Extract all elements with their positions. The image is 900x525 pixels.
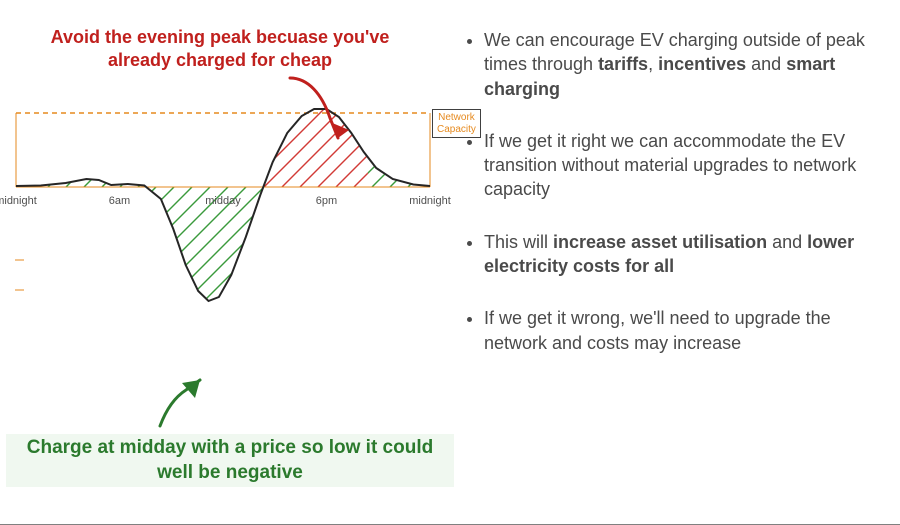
bullet-text: increase asset utilisation [553, 232, 767, 252]
bullet-text: tariffs [598, 54, 648, 74]
bullet-item: We can encourage EV charging outside of … [484, 28, 882, 101]
bullet-text: If we get it right we can accommodate th… [484, 131, 856, 200]
bullet-text: and [746, 54, 786, 74]
x-axis-label: midnight [0, 195, 37, 207]
x-axis-label: midnight [409, 195, 451, 207]
bullet-item: If we get it wrong, we'll need to upgrad… [484, 306, 882, 355]
bullet-text: , [648, 54, 658, 74]
bullet-item: If we get it right we can accommodate th… [484, 129, 882, 202]
capacity-text: Network [438, 112, 475, 123]
bullet-list: We can encourage EV charging outside of … [460, 28, 882, 355]
x-axis-label: 6pm [316, 195, 337, 207]
bullet-item: This will increase asset utilisation and… [484, 230, 882, 279]
bullet-text: incentives [658, 54, 746, 74]
bullet-text: If we get it wrong, we'll need to upgrad… [484, 308, 831, 352]
annotation-charge-midday: Charge at midday with a price so low it … [6, 434, 454, 487]
bullet-panel: We can encourage EV charging outside of … [460, 0, 900, 524]
x-axis-label: 6am [109, 195, 130, 207]
bullet-text: and [767, 232, 807, 252]
capacity-text: Capacity [437, 124, 476, 135]
chart-panel: Avoid the evening peak becuase you've al… [0, 0, 460, 524]
bullet-text: This will [484, 232, 553, 252]
demand-curve-chart [0, 0, 460, 430]
x-axis-label: midday [205, 195, 240, 207]
slide: Avoid the evening peak becuase you've al… [0, 0, 900, 525]
network-capacity-label: NetworkCapacity [432, 109, 481, 138]
